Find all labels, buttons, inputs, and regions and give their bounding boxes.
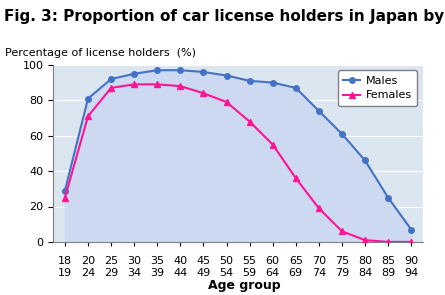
Text: 19: 19 bbox=[58, 268, 72, 278]
Text: 50: 50 bbox=[219, 256, 234, 266]
Males bbox=[201, 70, 206, 74]
Legend: Males, Females: Males, Females bbox=[338, 71, 417, 106]
Males bbox=[109, 77, 114, 81]
Females bbox=[270, 143, 275, 146]
Males bbox=[154, 68, 160, 72]
Females bbox=[293, 176, 299, 180]
Text: 79: 79 bbox=[335, 268, 349, 278]
Text: Age group: Age group bbox=[208, 279, 281, 292]
Males bbox=[339, 132, 344, 136]
Females bbox=[316, 206, 322, 210]
Males bbox=[270, 81, 275, 84]
Text: 80: 80 bbox=[358, 256, 372, 266]
Text: 20: 20 bbox=[81, 256, 95, 266]
Text: 69: 69 bbox=[289, 268, 303, 278]
Males bbox=[132, 72, 137, 76]
Males bbox=[362, 159, 368, 162]
Text: 94: 94 bbox=[404, 268, 418, 278]
Text: 64: 64 bbox=[266, 268, 280, 278]
Text: 74: 74 bbox=[312, 268, 326, 278]
Text: 25: 25 bbox=[104, 256, 118, 266]
Females bbox=[201, 91, 206, 95]
Females bbox=[339, 230, 344, 233]
Males bbox=[85, 97, 91, 100]
Text: 75: 75 bbox=[335, 256, 349, 266]
Text: 59: 59 bbox=[243, 268, 257, 278]
Females bbox=[132, 83, 137, 86]
Line: Females: Females bbox=[61, 81, 415, 245]
Males bbox=[62, 189, 68, 192]
Females bbox=[62, 196, 68, 199]
Text: 70: 70 bbox=[312, 256, 326, 266]
Text: Fig. 3: Proportion of car license holders in Japan by age group in 2008: Fig. 3: Proportion of car license holder… bbox=[4, 9, 445, 24]
Text: 55: 55 bbox=[243, 256, 257, 266]
Text: 49: 49 bbox=[196, 268, 210, 278]
Females bbox=[85, 114, 91, 118]
Text: 40: 40 bbox=[173, 256, 187, 266]
Text: 54: 54 bbox=[219, 268, 234, 278]
Text: 89: 89 bbox=[381, 268, 395, 278]
Males bbox=[293, 86, 299, 90]
Text: 90: 90 bbox=[404, 256, 418, 266]
Females bbox=[362, 238, 368, 242]
Text: 39: 39 bbox=[150, 268, 164, 278]
Text: 44: 44 bbox=[173, 268, 187, 278]
Text: 29: 29 bbox=[104, 268, 118, 278]
Line: Males: Males bbox=[62, 68, 414, 232]
Text: 60: 60 bbox=[266, 256, 280, 266]
Females bbox=[178, 84, 183, 88]
Text: 24: 24 bbox=[81, 268, 95, 278]
Text: 18: 18 bbox=[58, 256, 72, 266]
Females bbox=[409, 240, 414, 244]
Males bbox=[224, 74, 229, 77]
Females bbox=[247, 120, 252, 123]
Males bbox=[385, 196, 391, 199]
Text: 35: 35 bbox=[150, 256, 164, 266]
Text: Percentage of license holders  (%): Percentage of license holders (%) bbox=[5, 48, 196, 58]
Text: 84: 84 bbox=[358, 268, 372, 278]
Text: 30: 30 bbox=[127, 256, 141, 266]
Females bbox=[385, 240, 391, 244]
Males bbox=[316, 109, 322, 113]
Text: 85: 85 bbox=[381, 256, 395, 266]
Females bbox=[154, 83, 160, 86]
Females bbox=[224, 100, 229, 104]
Males bbox=[409, 228, 414, 231]
Text: 65: 65 bbox=[289, 256, 303, 266]
Males bbox=[178, 68, 183, 72]
Females bbox=[109, 86, 114, 90]
Text: 34: 34 bbox=[127, 268, 141, 278]
Males bbox=[247, 79, 252, 83]
Text: 45: 45 bbox=[196, 256, 210, 266]
